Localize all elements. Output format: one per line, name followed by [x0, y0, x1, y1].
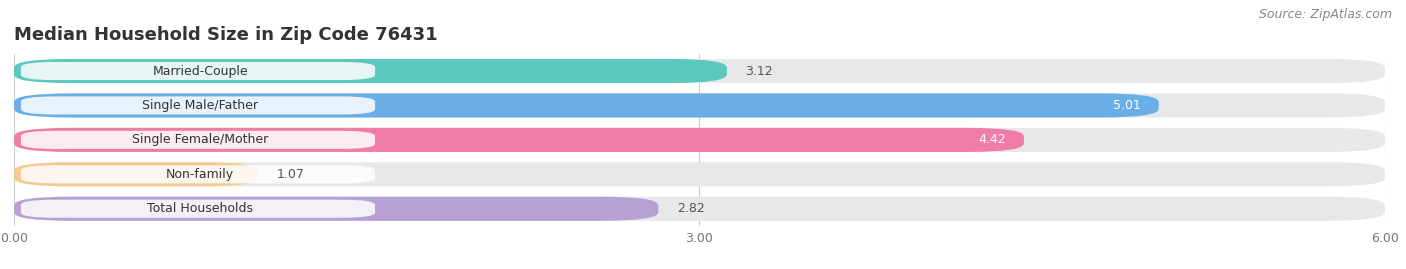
FancyBboxPatch shape — [14, 162, 259, 186]
Text: 1.07: 1.07 — [277, 168, 305, 181]
FancyBboxPatch shape — [14, 128, 1385, 152]
FancyBboxPatch shape — [21, 62, 375, 80]
FancyBboxPatch shape — [14, 93, 1159, 118]
FancyBboxPatch shape — [21, 200, 375, 218]
FancyBboxPatch shape — [14, 197, 1385, 221]
FancyBboxPatch shape — [14, 93, 1385, 118]
Text: Total Households: Total Households — [148, 202, 253, 215]
FancyBboxPatch shape — [21, 96, 375, 115]
FancyBboxPatch shape — [14, 59, 727, 83]
Text: 4.42: 4.42 — [979, 133, 1005, 146]
FancyBboxPatch shape — [14, 59, 1385, 83]
Text: Single Male/Father: Single Male/Father — [142, 99, 259, 112]
FancyBboxPatch shape — [21, 131, 375, 149]
Text: Married-Couple: Married-Couple — [152, 65, 247, 77]
Text: Source: ZipAtlas.com: Source: ZipAtlas.com — [1258, 8, 1392, 21]
Text: Non-family: Non-family — [166, 168, 235, 181]
Text: 2.82: 2.82 — [676, 202, 704, 215]
Text: Single Female/Mother: Single Female/Mother — [132, 133, 269, 146]
FancyBboxPatch shape — [14, 128, 1024, 152]
Text: 3.12: 3.12 — [745, 65, 773, 77]
Text: Median Household Size in Zip Code 76431: Median Household Size in Zip Code 76431 — [14, 26, 437, 44]
Text: 5.01: 5.01 — [1112, 99, 1140, 112]
FancyBboxPatch shape — [14, 162, 1385, 186]
FancyBboxPatch shape — [14, 197, 658, 221]
FancyBboxPatch shape — [21, 165, 375, 183]
